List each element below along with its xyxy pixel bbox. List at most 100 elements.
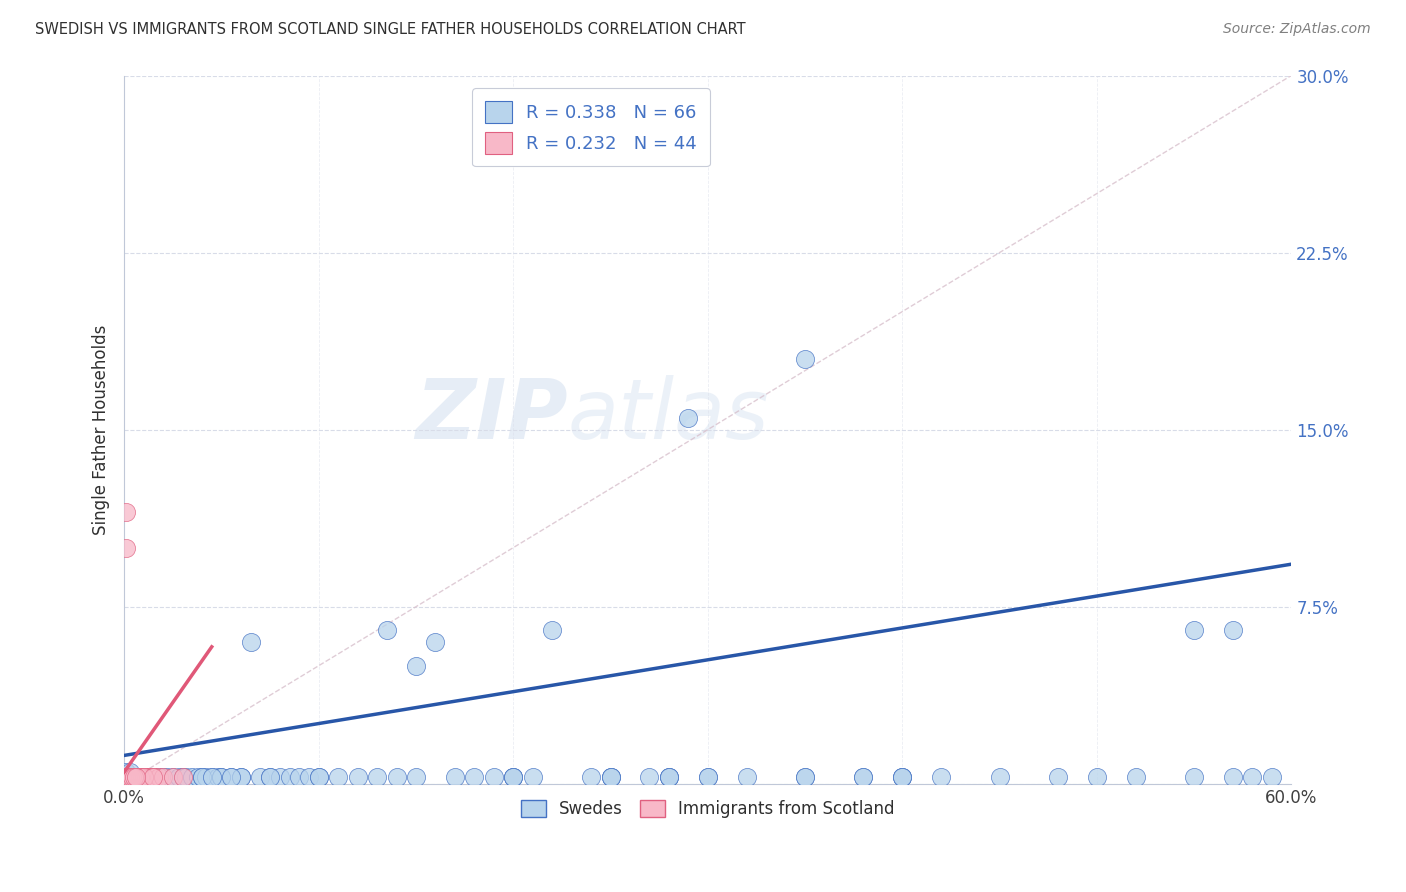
Point xyxy=(696,770,718,784)
Text: SWEDISH VS IMMIGRANTS FROM SCOTLAND SINGLE FATHER HOUSEHOLDS CORRELATION CHART: SWEDISH VS IMMIGRANTS FROM SCOTLAND SING… xyxy=(35,22,745,37)
Point xyxy=(1222,624,1244,638)
Text: atlas: atlas xyxy=(568,375,769,456)
Point xyxy=(1182,624,1205,638)
Point xyxy=(735,770,758,784)
Point xyxy=(118,770,141,784)
Point xyxy=(115,770,138,784)
Text: Source: ZipAtlas.com: Source: ZipAtlas.com xyxy=(1223,22,1371,37)
Point xyxy=(143,770,166,784)
Point xyxy=(115,770,138,784)
Point xyxy=(201,770,224,784)
Point xyxy=(891,770,914,784)
Point xyxy=(502,770,524,784)
Point xyxy=(658,770,681,784)
Point xyxy=(891,770,914,784)
Point xyxy=(118,770,141,784)
Point xyxy=(298,770,321,784)
Point xyxy=(122,770,145,784)
Point xyxy=(201,770,224,784)
Point xyxy=(115,541,138,555)
Point xyxy=(115,764,138,779)
Point xyxy=(541,624,564,638)
Point xyxy=(136,770,159,784)
Point xyxy=(482,770,505,784)
Point xyxy=(128,770,150,784)
Point xyxy=(135,770,157,784)
Point xyxy=(852,770,875,784)
Point xyxy=(599,770,621,784)
Point xyxy=(599,770,621,784)
Point xyxy=(162,770,184,784)
Point xyxy=(135,770,157,784)
Point xyxy=(891,770,914,784)
Point xyxy=(259,770,281,784)
Point xyxy=(115,770,138,784)
Point xyxy=(115,770,138,784)
Point xyxy=(122,770,145,784)
Point xyxy=(187,770,209,784)
Point xyxy=(127,770,149,784)
Point xyxy=(191,770,214,784)
Point xyxy=(148,770,170,784)
Point xyxy=(1222,770,1244,784)
Point xyxy=(929,770,952,784)
Point xyxy=(132,770,155,784)
Point xyxy=(128,770,150,784)
Point xyxy=(132,770,155,784)
Point xyxy=(117,770,139,784)
Point xyxy=(162,770,184,784)
Point xyxy=(1261,770,1284,784)
Point xyxy=(794,770,817,784)
Point xyxy=(308,770,330,784)
Point xyxy=(117,770,139,784)
Point xyxy=(117,770,139,784)
Point xyxy=(1125,770,1147,784)
Point xyxy=(132,770,155,784)
Point xyxy=(211,770,233,784)
Point xyxy=(259,770,281,784)
Point xyxy=(678,410,700,425)
Point xyxy=(118,764,141,779)
Point xyxy=(696,770,718,784)
Point xyxy=(181,770,204,784)
Point xyxy=(366,770,388,784)
Point xyxy=(142,770,165,784)
Point xyxy=(131,770,153,784)
Text: ZIP: ZIP xyxy=(415,375,568,456)
Point xyxy=(463,770,485,784)
Point xyxy=(142,770,165,784)
Point xyxy=(125,770,148,784)
Point xyxy=(405,770,427,784)
Point xyxy=(141,770,163,784)
Point xyxy=(444,770,467,784)
Point xyxy=(125,770,148,784)
Point xyxy=(138,770,160,784)
Point xyxy=(115,770,138,784)
Point xyxy=(599,770,621,784)
Point xyxy=(425,635,447,649)
Point xyxy=(229,770,252,784)
Point xyxy=(638,770,661,784)
Legend: Swedes, Immigrants from Scotland: Swedes, Immigrants from Scotland xyxy=(515,794,901,825)
Point xyxy=(138,770,160,784)
Point xyxy=(229,770,252,784)
Point xyxy=(191,770,214,784)
Point xyxy=(141,770,163,784)
Point xyxy=(239,635,262,649)
Point xyxy=(122,770,145,784)
Point xyxy=(1085,770,1108,784)
Point xyxy=(172,770,194,784)
Point xyxy=(117,770,139,784)
Point xyxy=(121,770,143,784)
Point xyxy=(117,770,139,784)
Point xyxy=(127,770,149,784)
Point xyxy=(131,770,153,784)
Point xyxy=(1182,770,1205,784)
Point xyxy=(579,770,602,784)
Point xyxy=(136,770,159,784)
Point xyxy=(115,770,138,784)
Point xyxy=(269,770,291,784)
Point xyxy=(156,770,179,784)
Point xyxy=(375,624,398,638)
Point xyxy=(328,770,350,784)
